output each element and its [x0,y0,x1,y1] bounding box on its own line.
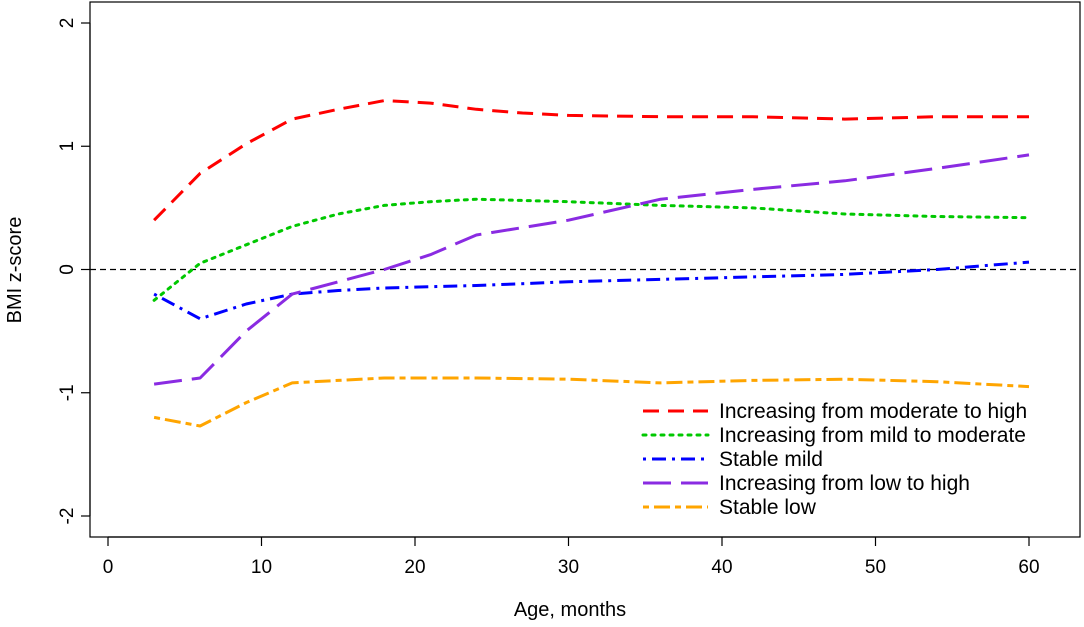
x-tick-label: 10 [251,557,272,578]
legend-label-4: Stable low [719,496,817,519]
x-tick-label: 0 [103,557,114,578]
y-tick-label: 1 [57,141,78,152]
y-tick-label: -1 [57,384,78,401]
series-line-0 [153,99,1029,222]
y-tick-label: 0 [57,264,78,275]
x-tick-label: 40 [711,557,732,578]
x-tick-label: 60 [1018,557,1039,578]
legend: Increasing from moderate to highIncreasi… [641,400,1027,519]
x-axis-title: Age, months [514,599,626,621]
series-line-3 [153,153,1030,386]
x-tick-label: 30 [558,557,579,578]
x-tick-label: 50 [865,557,886,578]
x-axis: 0 10 20 30 40 50 60 [103,536,1040,578]
series-line-1 [152,197,1031,302]
series-lines [152,99,1031,428]
x-tick-label: 20 [404,557,425,578]
legend-label-3: Increasing from low to high [719,472,970,495]
y-axis-title: BMI z-score [4,217,26,324]
legend-label-1: Increasing from mild to moderate [719,424,1026,447]
series-line-2 [153,260,1030,321]
legend-label-0: Increasing from moderate to high [719,400,1027,423]
y-axis: -2 -1 0 1 2 [57,18,91,525]
series-line-4 [153,376,1030,428]
legend-label-2: Stable mild [719,448,823,471]
y-tick-label: -2 [57,508,78,525]
y-tick-label: 2 [57,18,78,29]
